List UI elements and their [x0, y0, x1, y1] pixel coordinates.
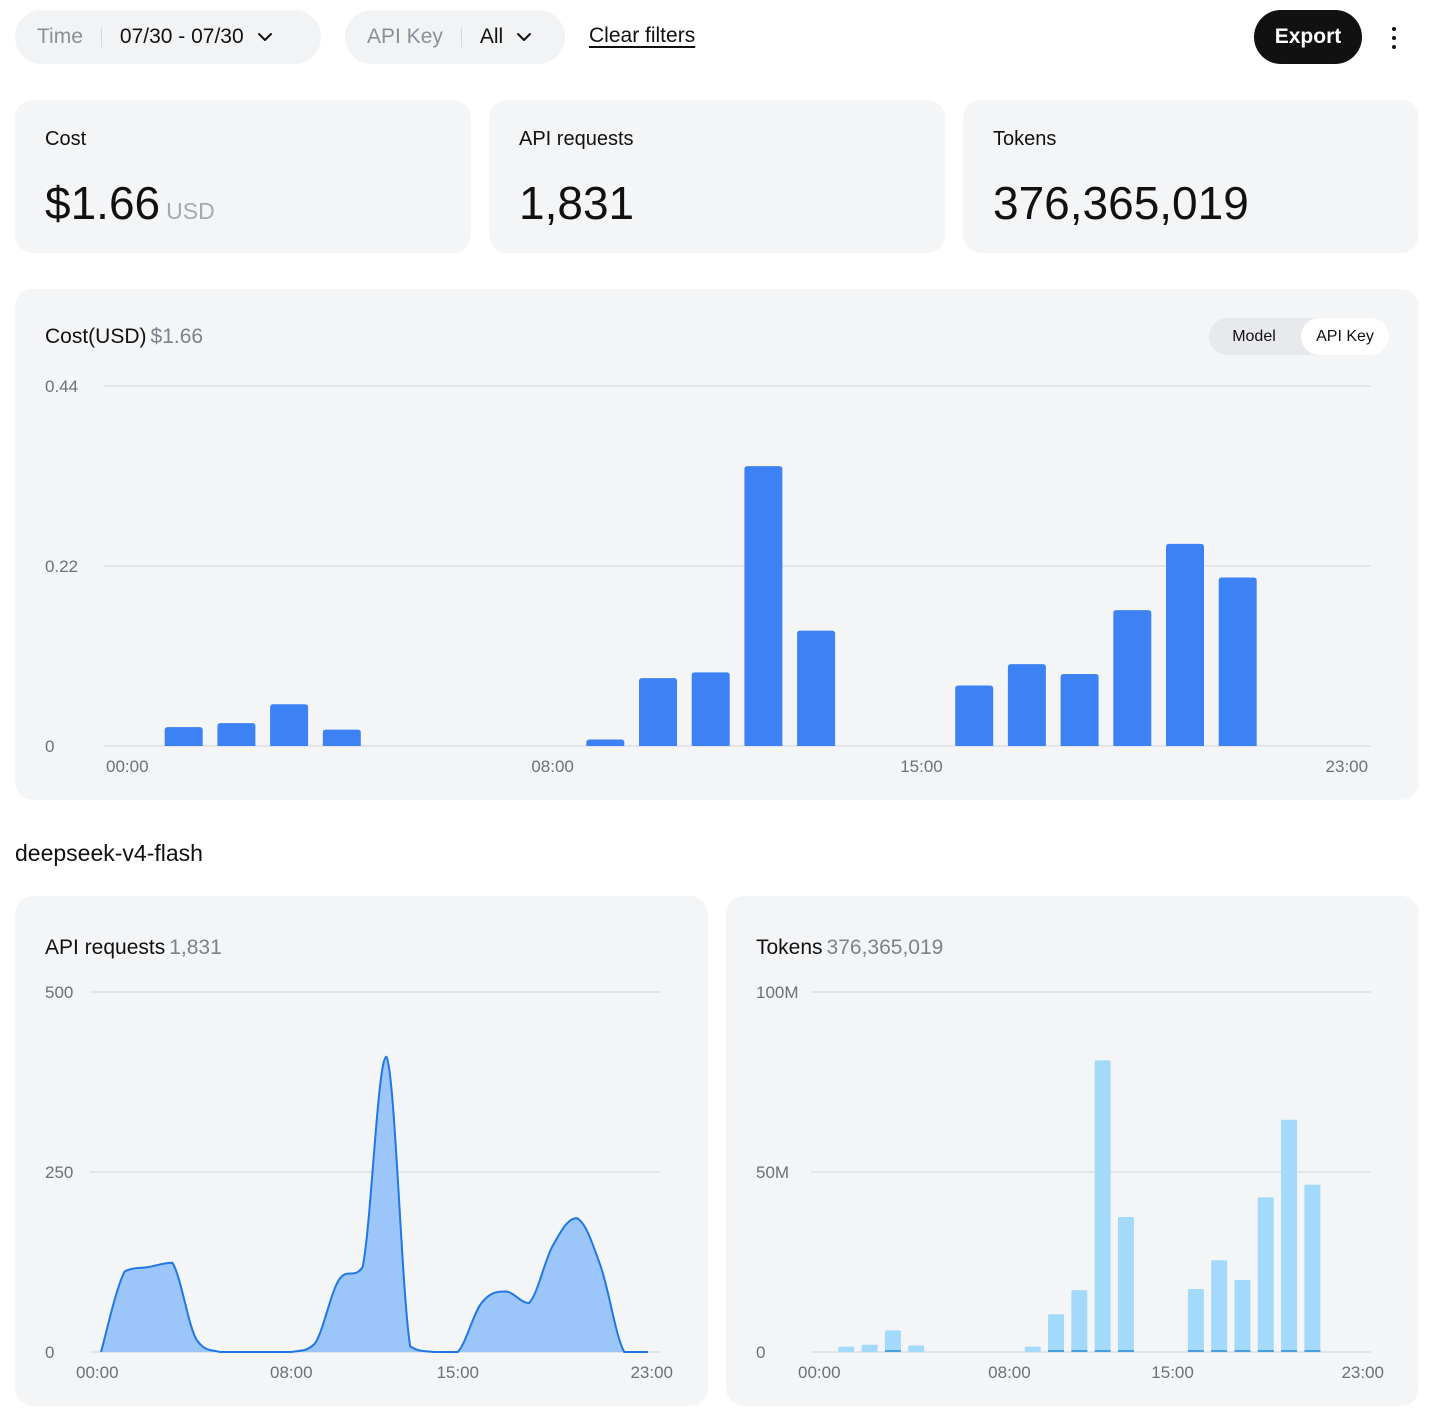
- cost-chart-title: Cost(USD) $1.66: [45, 325, 203, 349]
- requests-chart-title: API requests 1,831: [45, 936, 222, 960]
- filter-bar: Time 07/30 - 07/30 API Key All Clear fil…: [0, 0, 1455, 74]
- time-filter[interactable]: Time 07/30 - 07/30: [15, 10, 321, 64]
- cost-bar: [1113, 610, 1152, 746]
- chevron-down-icon: [517, 33, 532, 41]
- cost-bar: [691, 672, 730, 746]
- toggle-api-key[interactable]: API Key: [1301, 318, 1389, 355]
- cost-bar: [797, 630, 836, 746]
- tokens-chart-total: 376,365,019: [826, 936, 944, 959]
- cost-bar: [586, 739, 625, 746]
- divider: [100, 27, 102, 47]
- clear-filters-link[interactable]: Clear filters: [589, 24, 696, 47]
- x-tick-label: 15:00: [900, 757, 943, 776]
- tokens-chart-title: Tokens 376,365,019: [756, 936, 943, 960]
- cost-stat-value: $1.66 USD: [45, 176, 215, 230]
- more-options-icon[interactable]: [1381, 24, 1407, 52]
- y-tick-label: 0.22: [45, 557, 78, 576]
- tokens-stat-card: Tokens 376,365,019: [963, 100, 1419, 253]
- cost-bar: [217, 723, 256, 746]
- tokens-stat-value: 376,365,019: [993, 177, 1249, 229]
- cost-bar: [322, 729, 361, 746]
- cost-bar: [744, 466, 783, 746]
- cost-bar: [1218, 577, 1257, 746]
- requests-chart-card: [15, 896, 708, 1406]
- y-tick-label: 0: [45, 737, 54, 756]
- requests-stat-value: 1,831: [519, 177, 635, 229]
- y-tick-label: 0.44: [45, 377, 78, 396]
- tokens-stat-label: Tokens: [993, 128, 1057, 150]
- requests-stat-label: API requests: [519, 128, 634, 150]
- time-filter-label: Time: [37, 25, 83, 48]
- requests-chart-title-text: API requests: [45, 936, 166, 959]
- x-tick-label: 23:00: [1326, 757, 1369, 776]
- x-tick-label: 00:00: [106, 757, 149, 776]
- time-filter-value: 07/30 - 07/30: [119, 25, 244, 48]
- cost-bar: [1007, 664, 1046, 746]
- cost-bar: [270, 704, 309, 746]
- cost-chart-total: $1.66: [150, 325, 204, 348]
- toggle-model[interactable]: Model: [1232, 327, 1276, 345]
- requests-stat-card: API requests 1,831: [489, 100, 945, 253]
- breakdown-toggle: Model API Key: [1209, 318, 1389, 355]
- cost-bar: [1060, 674, 1099, 746]
- model-section-title: deepseek-v4-flash: [15, 840, 203, 866]
- export-button[interactable]: Export: [1254, 10, 1362, 64]
- tokens-chart-title-text: Tokens: [756, 936, 823, 959]
- chevron-down-icon: [257, 33, 272, 41]
- cost-unit: USD: [166, 198, 215, 224]
- cost-bar: [955, 685, 994, 746]
- cost-amount: $1.66: [45, 177, 161, 229]
- cost-chart-title-text: Cost(USD): [45, 325, 147, 348]
- x-tick-label: 08:00: [531, 757, 574, 776]
- api-key-filter-value: All: [479, 25, 504, 48]
- cost-bar: [164, 727, 203, 746]
- divider: [460, 27, 462, 47]
- cost-bar: [1166, 543, 1204, 746]
- requests-chart-total: 1,831: [169, 936, 222, 959]
- api-key-filter-label: API Key: [367, 25, 443, 48]
- cost-stat-card: Cost $1.66 USD: [15, 100, 471, 253]
- cost-stat-label: Cost: [45, 128, 87, 150]
- api-key-filter[interactable]: API Key All: [345, 10, 565, 64]
- tokens-chart-card: [726, 896, 1419, 1406]
- cost-bar: [639, 678, 677, 746]
